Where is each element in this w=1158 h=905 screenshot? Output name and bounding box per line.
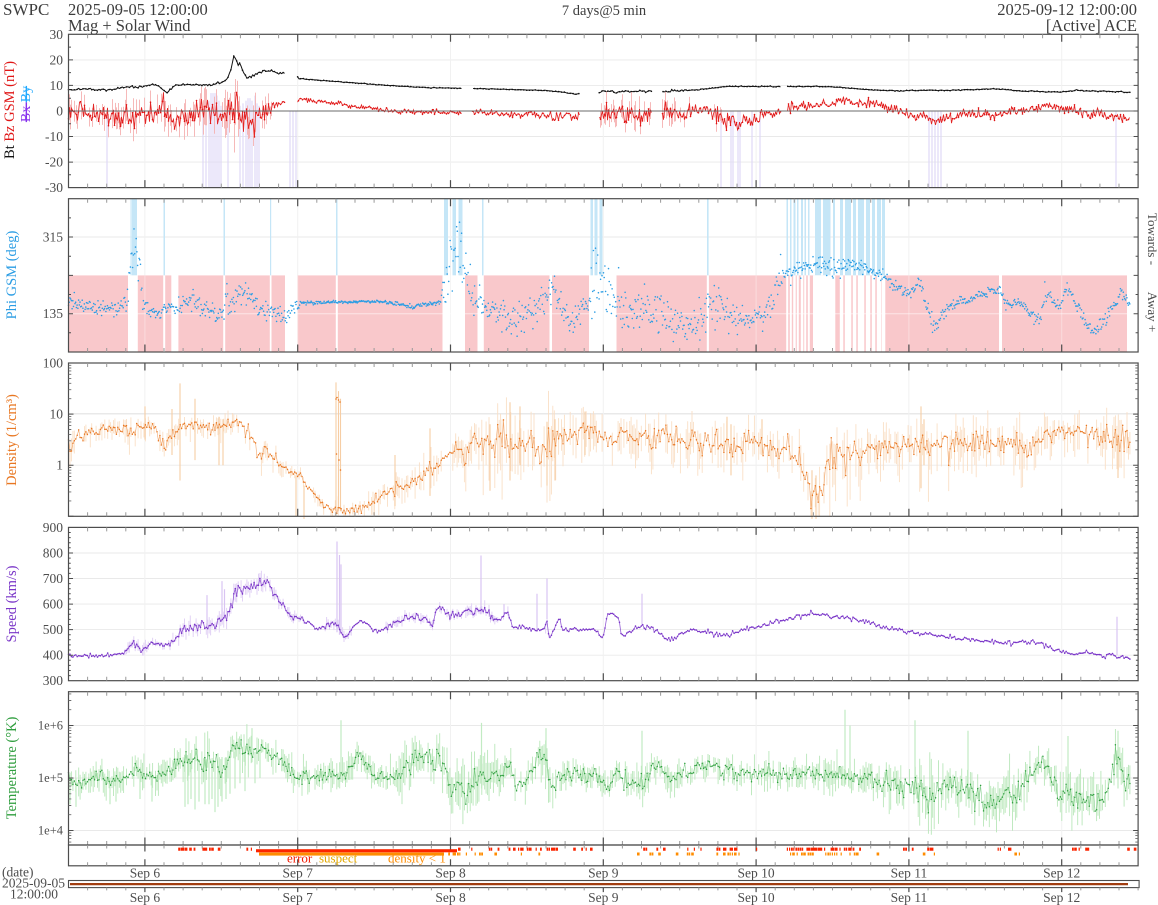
svg-text:Temperature (°K): Temperature (°K): [4, 717, 20, 820]
svg-text:2025-09-12 12:00:00: 2025-09-12 12:00:00: [997, 0, 1137, 19]
svg-text:Sep 6: Sep 6: [130, 890, 161, 905]
svg-text:100: 100: [43, 356, 64, 371]
svg-text:Away +: Away +: [1145, 292, 1158, 332]
svg-text:Mag + Solar Wind: Mag + Solar Wind: [68, 16, 191, 35]
svg-text:Sep 7: Sep 7: [283, 865, 314, 880]
svg-text:Speed (km/s): Speed (km/s): [4, 565, 20, 642]
svg-text:Sep 10: Sep 10: [738, 890, 775, 905]
svg-text:12:00:00: 12:00:00: [10, 886, 58, 901]
svg-text:600: 600: [43, 597, 64, 612]
svg-text:Sep 6: Sep 6: [130, 865, 161, 880]
svg-text:[Active] ACE: [Active] ACE: [1046, 16, 1137, 35]
svg-text:500: 500: [43, 622, 64, 637]
svg-text:20: 20: [50, 52, 64, 67]
svg-text:Sep 8: Sep 8: [435, 865, 466, 880]
svg-text:2025-09-05 12:00:00: 2025-09-05 12:00:00: [68, 0, 208, 19]
svg-text:Sep 11: Sep 11: [891, 865, 928, 880]
svg-text:Sep 11: Sep 11: [891, 890, 928, 905]
svg-text:Phi GSM (deg): Phi GSM (deg): [4, 231, 20, 320]
svg-text:Bx By: Bx By: [19, 86, 34, 122]
svg-text:Sep 9: Sep 9: [588, 865, 619, 880]
svg-text:Bt Bz GSM (nT): Bt Bz GSM (nT): [2, 61, 18, 159]
svg-text:10: 10: [50, 407, 64, 422]
svg-text:-10: -10: [45, 129, 63, 144]
svg-text:135: 135: [43, 306, 64, 321]
svg-text:900: 900: [43, 520, 64, 535]
svg-text:Sep 8: Sep 8: [435, 890, 466, 905]
svg-text:1e+4: 1e+4: [38, 824, 64, 838]
svg-text:density < 1: density < 1: [388, 851, 446, 866]
svg-text:suspect: suspect: [319, 851, 358, 866]
svg-text:30: 30: [50, 27, 64, 42]
svg-text:Density (1/cm³): Density (1/cm³): [4, 394, 20, 486]
svg-text:Sep 9: Sep 9: [588, 890, 619, 905]
svg-text:Sep 12: Sep 12: [1043, 865, 1080, 880]
svg-text:400: 400: [43, 648, 64, 663]
svg-text:2025-09-05: 2025-09-05: [2, 876, 65, 891]
svg-text:1: 1: [56, 458, 63, 473]
svg-text:315: 315: [43, 230, 64, 245]
svg-text:700: 700: [43, 571, 64, 586]
svg-text:10: 10: [50, 78, 64, 93]
svg-text:1e+6: 1e+6: [38, 719, 63, 733]
svg-text:-30: -30: [45, 180, 63, 195]
svg-text:800: 800: [43, 545, 64, 560]
svg-text:-20: -20: [45, 155, 63, 170]
svg-text:Sep 10: Sep 10: [738, 865, 775, 880]
svg-text:Towards -: Towards -: [1145, 213, 1158, 265]
svg-text:Sep 7: Sep 7: [283, 890, 314, 905]
svg-text:(date): (date): [2, 864, 33, 879]
svg-text:1e+5: 1e+5: [38, 771, 63, 785]
svg-text:error: error: [287, 851, 313, 866]
svg-text:0: 0: [56, 103, 63, 118]
svg-text:Sep 12: Sep 12: [1043, 890, 1080, 905]
svg-text:300: 300: [43, 673, 64, 688]
svg-text:SWPC: SWPC: [3, 0, 49, 19]
svg-text:7 days@5 min: 7 days@5 min: [562, 3, 647, 19]
